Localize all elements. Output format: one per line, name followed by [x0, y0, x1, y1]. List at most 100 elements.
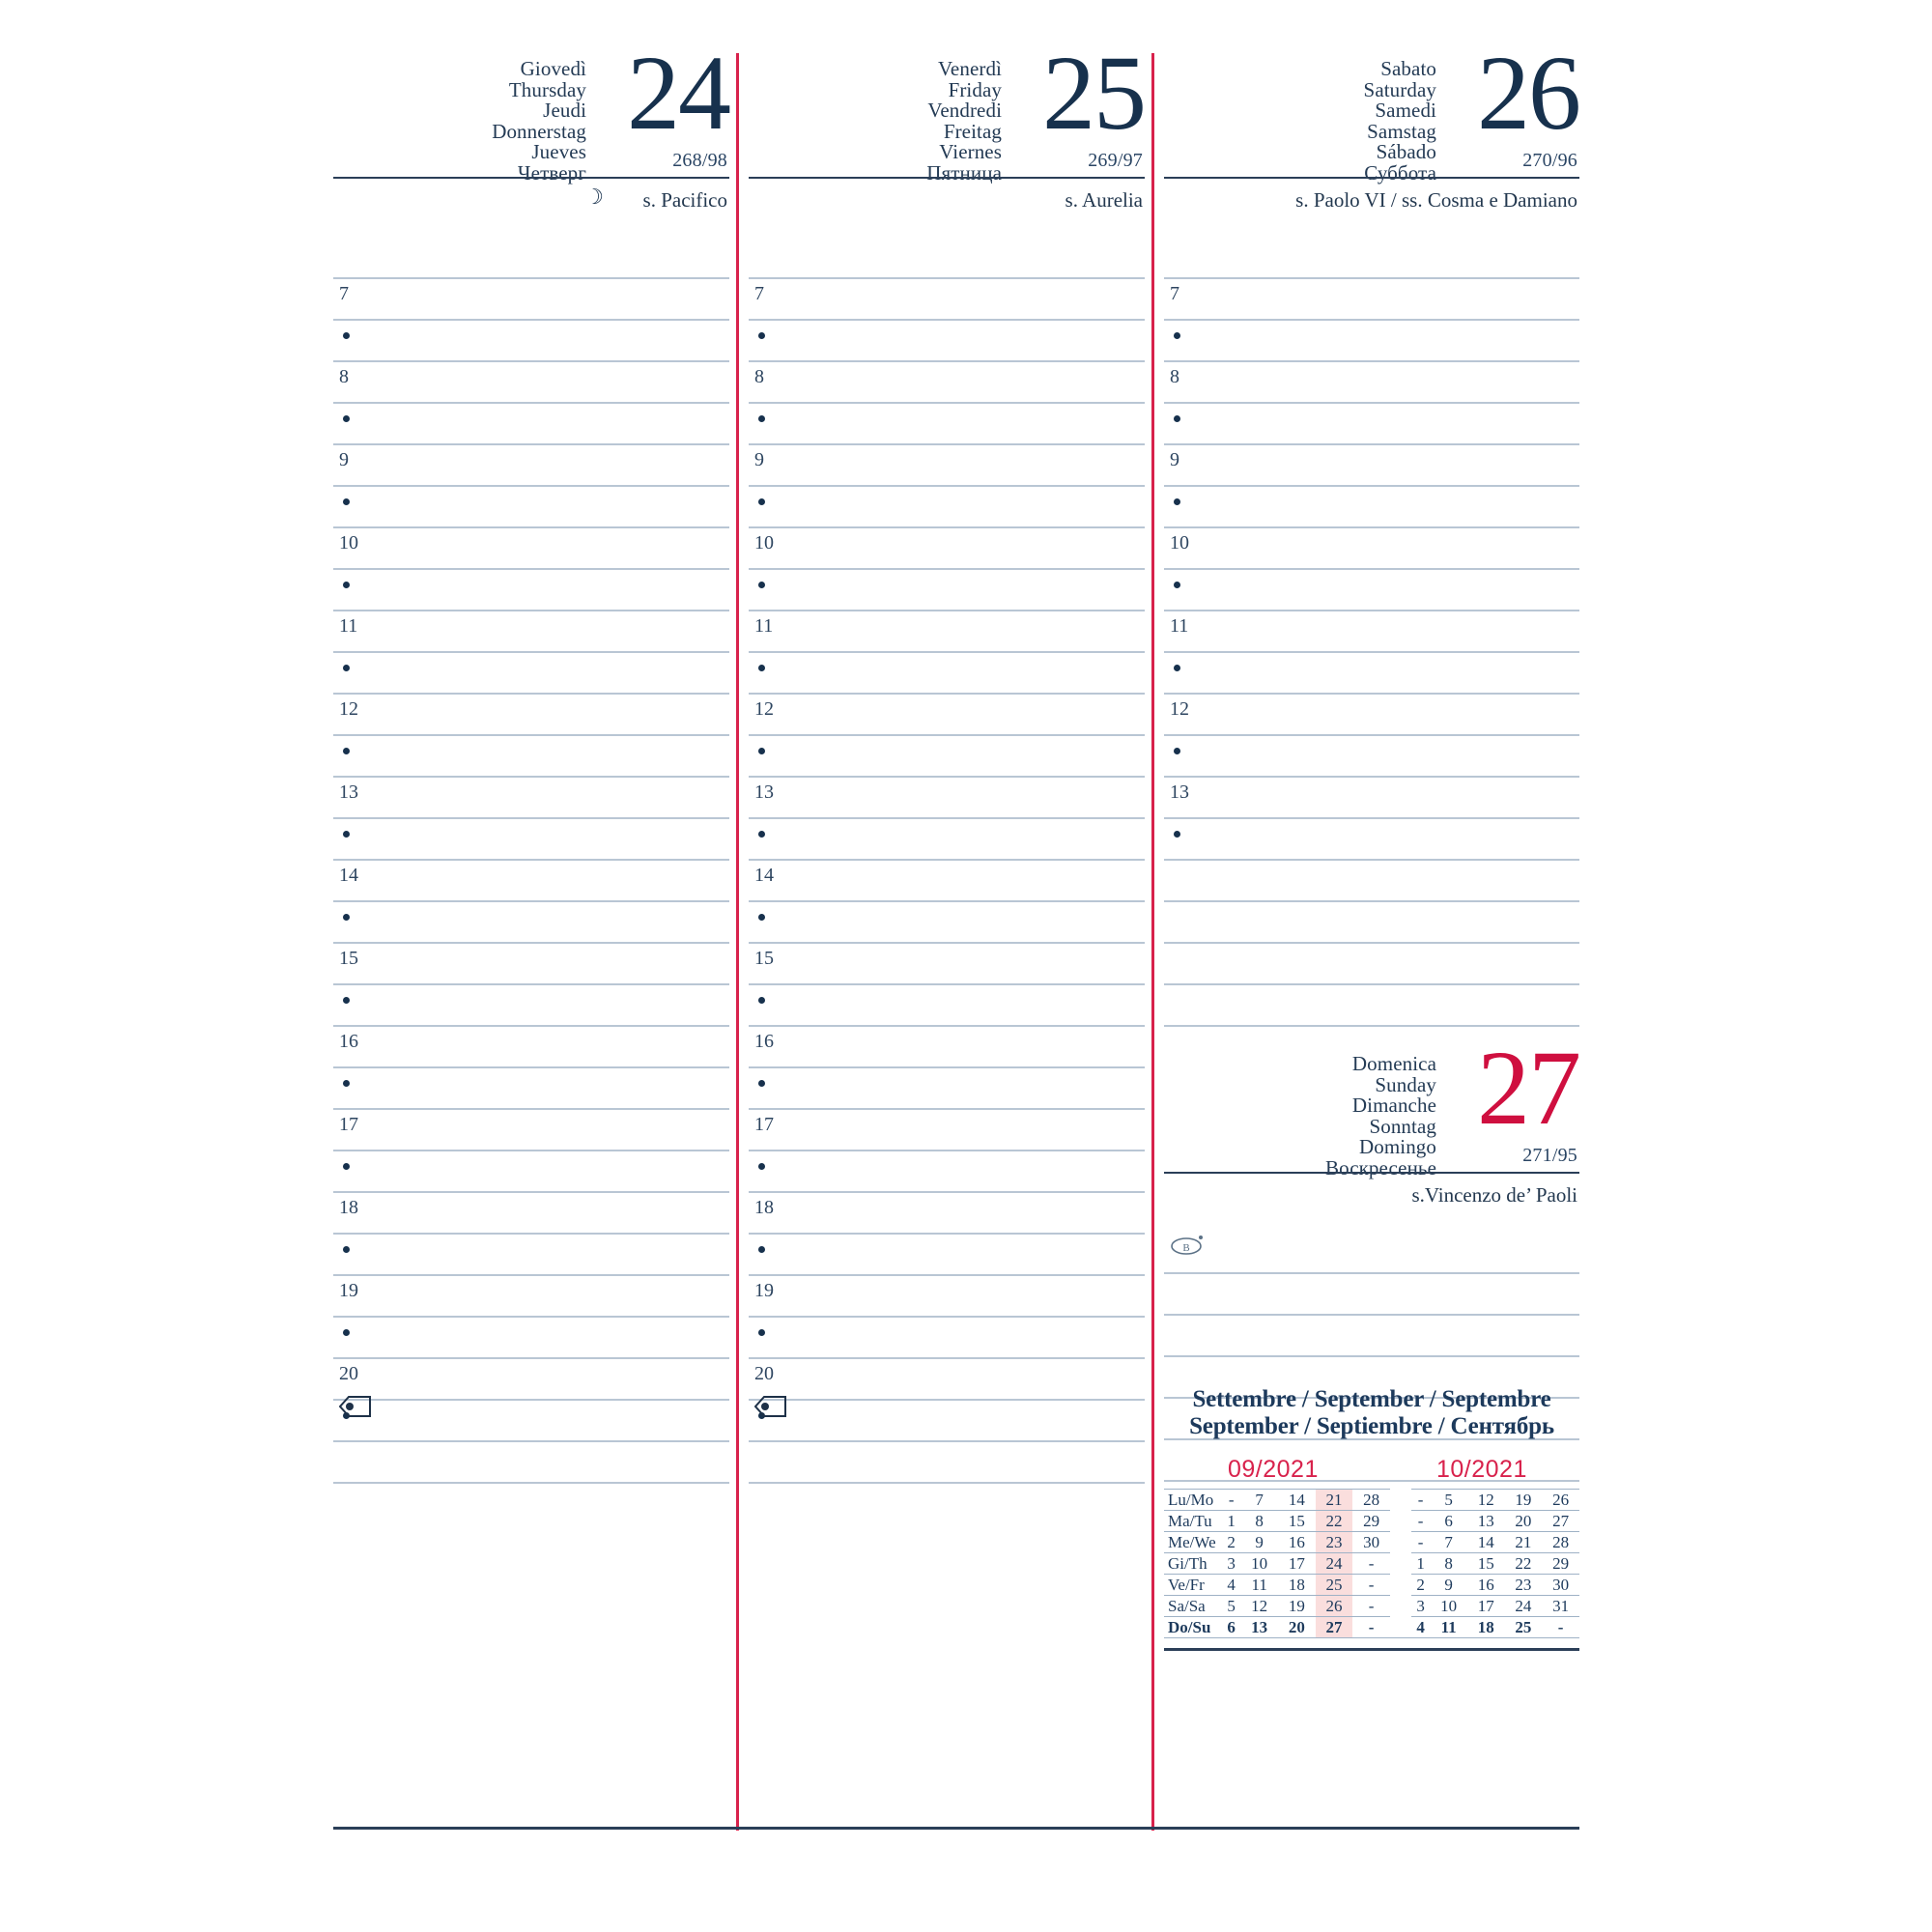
- mini-calendar-cell[interactable]: -: [1410, 1510, 1431, 1532]
- mini-calendar-cell[interactable]: 21: [1315, 1489, 1353, 1511]
- mini-calendar-cell[interactable]: 18: [1466, 1616, 1505, 1638]
- column-divider-2: [1151, 53, 1154, 1831]
- mini-calendar-cell[interactable]: 12: [1240, 1595, 1278, 1617]
- mini-calendar-cell[interactable]: 31: [1542, 1595, 1579, 1617]
- mini-calendar-cell[interactable]: 10: [1240, 1552, 1278, 1575]
- day-code-friday: 269/97: [1088, 150, 1143, 171]
- mini-calendar-cell[interactable]: 4: [1410, 1616, 1431, 1638]
- mini-calendar-cell[interactable]: 21: [1504, 1531, 1543, 1553]
- hour-rule: [749, 1108, 1145, 1110]
- mini-calendar-cell[interactable]: 26: [1315, 1595, 1353, 1617]
- mini-calendar-cell[interactable]: 28: [1352, 1489, 1390, 1511]
- mini-calendar-cell[interactable]: -: [1410, 1531, 1431, 1553]
- mini-calendar-cell[interactable]: 23: [1315, 1531, 1353, 1553]
- mini-calendar-cell[interactable]: 13: [1466, 1510, 1505, 1532]
- mini-calendar-cell[interactable]: 24: [1504, 1595, 1543, 1617]
- mini-calendar-cell[interactable]: 11: [1430, 1616, 1467, 1638]
- hour-label-7: 7: [1170, 283, 1179, 304]
- mini-calendar-cell[interactable]: 7: [1430, 1531, 1467, 1553]
- hour-rule: [1164, 1314, 1579, 1316]
- mini-calendar-cell[interactable]: 20: [1504, 1510, 1543, 1532]
- mini-calendar-cell[interactable]: 4: [1222, 1574, 1241, 1596]
- mini-calendar-cell[interactable]: 30: [1542, 1574, 1579, 1596]
- mini-calendar-cell[interactable]: -: [1352, 1574, 1390, 1596]
- mini-calendar-cell[interactable]: 6: [1222, 1616, 1241, 1638]
- mini-calendar-cell[interactable]: 11: [1240, 1574, 1278, 1596]
- mini-calendar-cell[interactable]: 14: [1466, 1531, 1505, 1553]
- hour-rule: [749, 1274, 1145, 1276]
- mini-calendar-cell[interactable]: 19: [1504, 1489, 1543, 1511]
- mini-calendar-cell[interactable]: 27: [1542, 1510, 1579, 1532]
- mini-calendar-cell[interactable]: 15: [1466, 1552, 1505, 1575]
- hour-rule: [333, 859, 729, 861]
- mini-calendar-cell[interactable]: 5: [1430, 1489, 1467, 1511]
- mini-calendar-cell[interactable]: 15: [1277, 1510, 1316, 1532]
- mini-calendar-cell[interactable]: -: [1542, 1616, 1579, 1638]
- hour-label-16: 16: [339, 1031, 358, 1052]
- mini-calendar-cell[interactable]: 2: [1410, 1574, 1431, 1596]
- hour-rule: [1164, 485, 1579, 487]
- mini-calendar-cell[interactable]: 29: [1542, 1552, 1579, 1575]
- hour-rule: [1164, 983, 1579, 985]
- mini-calendar-cell[interactable]: 8: [1430, 1552, 1467, 1575]
- pencil-note-icon[interactable]: [339, 1396, 372, 1417]
- mini-calendar-cell[interactable]: 25: [1315, 1574, 1353, 1596]
- mini-calendar-cell[interactable]: 19: [1277, 1595, 1316, 1617]
- mini-calendar-cell[interactable]: 20: [1277, 1616, 1316, 1638]
- mini-calendar-cell[interactable]: 26: [1542, 1489, 1579, 1511]
- mini-calendar-cell[interactable]: 9: [1430, 1574, 1467, 1596]
- mini-calendar-cell[interactable]: 1: [1410, 1552, 1431, 1575]
- day-names-thursday: Giovedì Thursday Jeudi Donnerstag Jueves…: [492, 58, 586, 185]
- mini-calendar-cell[interactable]: 29: [1352, 1510, 1390, 1532]
- mini-calendar-cell[interactable]: -: [1352, 1552, 1390, 1575]
- hour-rule: [1164, 1272, 1579, 1274]
- half-hour-dot: [1174, 665, 1180, 671]
- hour-rule: [333, 402, 729, 404]
- mini-calendar-cell[interactable]: 18: [1277, 1574, 1316, 1596]
- mini-calendar-cell[interactable]: 22: [1315, 1510, 1353, 1532]
- mini-calendar-cell[interactable]: 22: [1504, 1552, 1543, 1575]
- pencil-note-icon[interactable]: [754, 1396, 787, 1417]
- hour-label-12: 12: [1170, 698, 1189, 720]
- mini-calendar-cell[interactable]: 10: [1430, 1595, 1467, 1617]
- mini-calendar-cell[interactable]: 5: [1222, 1595, 1241, 1617]
- mini-calendar-cell[interactable]: 12: [1466, 1489, 1505, 1511]
- mini-calendar-cell[interactable]: 16: [1466, 1574, 1505, 1596]
- mini-calendar-cell[interactable]: -: [1222, 1489, 1241, 1511]
- mini-calendar-cell[interactable]: 8: [1240, 1510, 1278, 1532]
- mini-calendar-cell[interactable]: 23: [1504, 1574, 1543, 1596]
- mini-calendar-cell[interactable]: -: [1410, 1489, 1431, 1511]
- hour-rule: [333, 817, 729, 819]
- hour-rule: [1164, 1480, 1579, 1482]
- mini-calendar-cell[interactable]: 2: [1222, 1531, 1241, 1553]
- mini-calendar-cell[interactable]: 17: [1277, 1552, 1316, 1575]
- mini-calendar-cell[interactable]: 30: [1352, 1531, 1390, 1553]
- day-name-de: Donnerstag: [492, 119, 586, 143]
- hour-rule: [333, 776, 729, 778]
- mini-calendar-table: Lu/Mo -7 14 21 28 -5 12 19 26 Ma/Tu 1 8 15 22 29 -6 13…: [1164, 1489, 1579, 1638]
- mini-calendar-cell[interactable]: 3: [1222, 1552, 1241, 1575]
- mini-calendar-cell[interactable]: 17: [1466, 1595, 1505, 1617]
- hour-rule: [749, 1440, 1145, 1442]
- mini-calendar-cell[interactable]: -: [1352, 1595, 1390, 1617]
- half-hour-dot: [1174, 831, 1180, 838]
- mini-calendar-cell[interactable]: 25: [1504, 1616, 1543, 1638]
- mini-calendar-cell[interactable]: 6: [1430, 1510, 1467, 1532]
- half-hour-dot: [758, 1329, 765, 1336]
- hour-rule: [1164, 900, 1579, 902]
- mini-calendar-cell[interactable]: 14: [1277, 1489, 1316, 1511]
- day-name-ru: Четверг: [517, 160, 586, 185]
- day-names-sunday: Domenica Sunday Dimanche Sonntag Domingo…: [1325, 1053, 1436, 1179]
- hour-label-8: 8: [754, 366, 764, 387]
- mini-calendar-cell[interactable]: 24: [1315, 1552, 1353, 1575]
- mini-calendar-cell[interactable]: 28: [1542, 1531, 1579, 1553]
- mini-calendar-cell[interactable]: 16: [1277, 1531, 1316, 1553]
- mini-calendar-cell[interactable]: 7: [1240, 1489, 1278, 1511]
- mini-calendar-cell[interactable]: 9: [1240, 1531, 1278, 1553]
- mini-calendar-cell[interactable]: -: [1352, 1616, 1390, 1638]
- mini-calendar-cell[interactable]: 13: [1240, 1616, 1278, 1638]
- mini-calendar-cell[interactable]: 1: [1222, 1510, 1241, 1532]
- mini-calendar-cell[interactable]: 3: [1410, 1595, 1431, 1617]
- mini-calendar-cell[interactable]: 27: [1315, 1616, 1353, 1638]
- day-name-es: Viernes: [939, 140, 1002, 163]
